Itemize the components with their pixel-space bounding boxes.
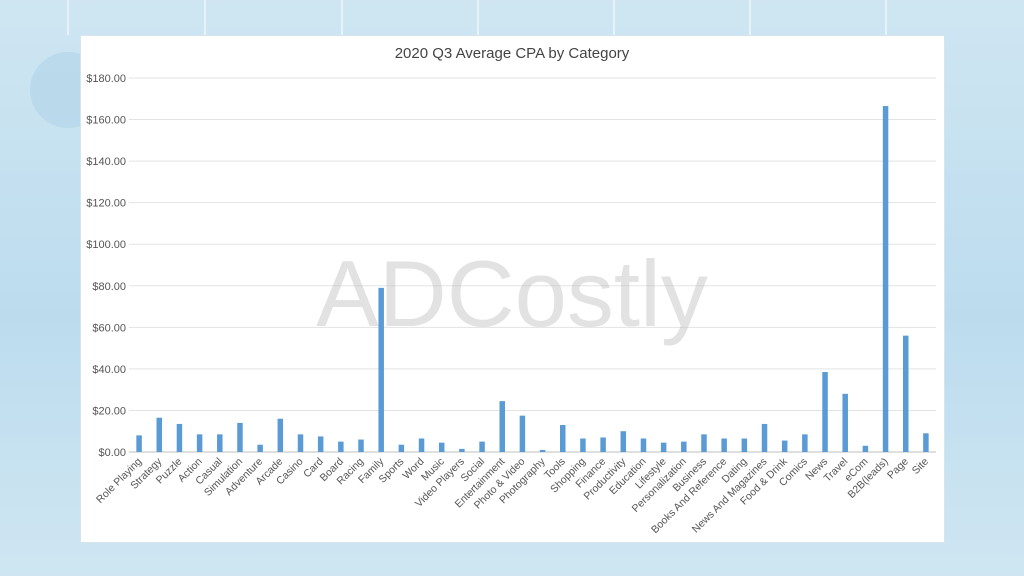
y-tick-label: $100.00: [86, 239, 126, 251]
bar: [741, 438, 748, 452]
bar: [600, 437, 606, 452]
bar: [923, 433, 929, 452]
chart-title: 2020 Q3 Average CPA by Category: [395, 45, 630, 62]
bar: [317, 436, 324, 452]
bar: [438, 442, 445, 452]
bar: [499, 401, 505, 452]
bar: [721, 438, 727, 452]
bar: [519, 415, 526, 452]
bar: [479, 441, 485, 452]
bar: [237, 422, 243, 452]
bar: [862, 445, 869, 452]
watermark-text: ADCostly: [316, 241, 708, 346]
bar-chart: ADCostly $0.00 $20.00 $40.00 $60.00 $80.00 $1…: [86, 45, 936, 536]
y-tick-label: $0.00: [98, 447, 126, 459]
y-tick-label: $80.00: [92, 281, 126, 293]
y-tick-label: $20.00: [92, 405, 126, 417]
bar: [257, 444, 263, 452]
bar: [176, 423, 183, 452]
y-tick-label: $60.00: [92, 322, 126, 334]
x-axis-ticks: Role PlayingStrategyPuzzleActionCasualSi…: [94, 455, 931, 536]
chart-card: ADCostly $0.00 $20.00 $40.00 $60.00 $80.00 $1…: [80, 35, 945, 543]
bar: [802, 434, 808, 452]
bar: [660, 442, 667, 452]
x-tick-label: Page: [885, 456, 911, 482]
bar: [902, 335, 909, 452]
bar: [681, 441, 687, 452]
y-tick-label: $160.00: [86, 115, 126, 127]
bars-group: [136, 106, 929, 453]
bar: [217, 434, 223, 452]
y-tick-label: $180.00: [86, 73, 126, 85]
bar: [418, 438, 425, 452]
bar: [378, 287, 384, 452]
gridlines: [129, 77, 936, 453]
bar: [842, 393, 848, 452]
y-tick-label: $140.00: [86, 156, 126, 168]
bar: [620, 431, 627, 452]
y-axis-ticks: $0.00 $20.00 $40.00 $60.00 $80.00 $100.00 $120…: [86, 73, 126, 459]
bar: [539, 449, 546, 452]
bar: [338, 441, 344, 452]
bar: [398, 444, 405, 452]
bar: [277, 418, 284, 452]
bar: [822, 372, 828, 452]
bar: [882, 106, 889, 453]
bar: [459, 448, 465, 452]
bar: [781, 440, 788, 452]
bar: [297, 434, 304, 452]
y-tick-label: $120.00: [86, 198, 126, 210]
bar: [761, 423, 768, 452]
bar: [358, 439, 364, 452]
bar: [580, 438, 586, 452]
y-tick-label: $40.00: [92, 364, 126, 376]
bar: [136, 435, 142, 452]
bar: [640, 438, 647, 452]
bar: [196, 434, 203, 452]
x-tick-label: Site: [910, 456, 931, 477]
bar: [156, 417, 163, 452]
bar: [701, 434, 707, 452]
bar: [560, 424, 566, 452]
